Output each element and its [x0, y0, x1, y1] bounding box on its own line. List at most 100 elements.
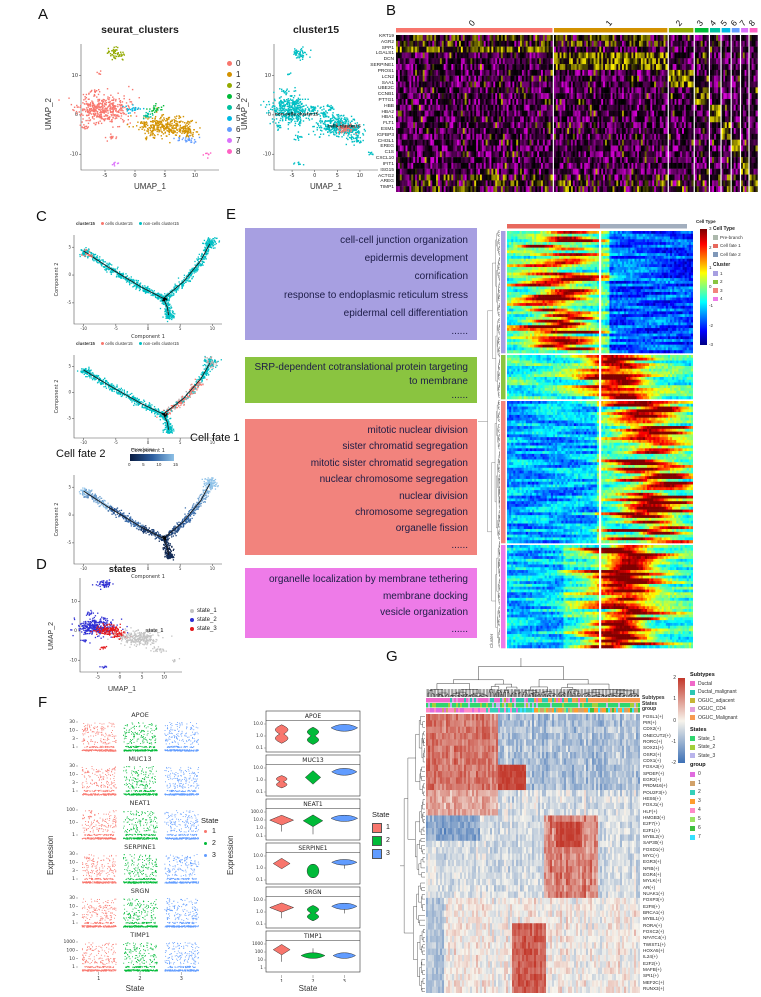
legend-label: State_1: [698, 735, 716, 742]
go-term-more: ......: [451, 539, 468, 551]
legend-swatch: [690, 689, 695, 695]
states-umap-xlabel: UMAP_1: [107, 686, 136, 693]
legend-item-cluster-5: 5: [227, 113, 240, 124]
g-colorbar-tick: 2: [673, 675, 676, 681]
states-umap-title: states: [108, 564, 137, 575]
legend-title: group: [690, 762, 706, 768]
legend-label: Ductal_malignant: [698, 689, 737, 696]
panel-label-e: E: [226, 206, 237, 223]
gene-label-AGR2: AGR2: [380, 39, 394, 45]
cluster-color-swatch: [227, 105, 232, 110]
legend-item-2: 2: [690, 788, 706, 797]
legend-swatch: [713, 296, 718, 301]
state-label: state_3: [197, 625, 217, 632]
umap-seurat-ylabel: UMAP_2: [44, 97, 53, 130]
legend-title: Cluster: [713, 262, 731, 268]
umap-seurat-legend: 0 1 2 3 4 5 6 7 8: [227, 58, 240, 157]
legend-item-state_1: state_1: [190, 606, 217, 615]
legend-swatch: [713, 271, 718, 276]
legend-swatch: [690, 825, 695, 831]
regulon-label-OSR2(+): OSR2(+): [643, 751, 662, 757]
cluster-color-swatch: [227, 94, 232, 99]
legend-swatch: [690, 706, 695, 712]
panel-label-g: G: [386, 648, 398, 665]
regulon-label-FOXD1(+): FOXD1(+): [643, 846, 665, 852]
gene-label-AREG: AREG: [380, 179, 394, 185]
gene-label-HBA2: HBA2: [381, 109, 394, 115]
umap-cluster15-title: cluster15: [292, 24, 340, 36]
regulon-heatmap-canvas: [426, 714, 640, 993]
legend-label: 1: [698, 780, 701, 786]
branched-heatmap-dendrogram: [478, 230, 500, 648]
umap-annotation-0: non-cells cluster15: [274, 112, 319, 118]
g-colorbar-tick: -1: [671, 738, 676, 745]
pseudotime-tick: 10: [156, 462, 162, 467]
legend-item-cluster-4: 4: [227, 102, 240, 113]
trajectory-legend-dot: [138, 222, 142, 225]
trajectory-legend-label: non-cells cluster15: [143, 221, 179, 226]
pseudotime-tick: 0: [128, 462, 131, 467]
regulon-label-POU2F3(+): POU2F3(+): [643, 789, 667, 795]
go-box-cluster2: SRP-dependent cotranslational protein ta…: [245, 357, 477, 403]
violin-legend-swatch: [372, 835, 382, 846]
regulon-label-HLF(+): HLF(+): [643, 808, 658, 814]
trajectory-legend-dot: [138, 342, 142, 345]
legend-swatch: [690, 736, 695, 742]
regulon-heatmap-colorbar: [678, 678, 685, 763]
annotation-label-subtypes: Subtypes: [642, 695, 665, 701]
regulon-label-MYBL1(+): MYBL1(+): [643, 916, 664, 922]
colorbar-tick: 0: [709, 283, 712, 289]
go-term: membrane docking: [382, 590, 468, 602]
legend-label: OGUC_Malignant: [698, 714, 738, 721]
branched-heatmap-canvas: [501, 224, 693, 650]
branched-heatmap-colorbar: [700, 229, 707, 345]
legend-label: 3: [698, 798, 701, 804]
legend-label: 0: [698, 771, 701, 777]
regulon-label-HES6(+): HES6(+): [643, 795, 661, 801]
violin-expression-canvas: [242, 710, 364, 982]
gene-label-KRT19: KRT19: [379, 34, 394, 39]
states-umap-annotation: state_1: [146, 628, 164, 634]
legend-label: 4: [698, 807, 701, 813]
legend-swatch: [690, 715, 695, 721]
go-term-more: ......: [451, 390, 468, 402]
cluster-label: 5: [236, 114, 241, 123]
legend-label: Ductal: [698, 680, 713, 687]
trajectory-legend-item: cells cluster15: [100, 341, 133, 346]
jitter-legend-item-3: 3: [201, 849, 219, 861]
states-legend: States State_1 State_2 State_3: [690, 727, 715, 760]
regulon-label-FOXC2(+): FOXC2(+): [643, 929, 665, 935]
legend-swatch: [690, 834, 695, 840]
gene-label-SPP1: SPP1: [381, 45, 394, 51]
regulon-label-FOSL1(+): FOSL1(+): [643, 713, 664, 719]
colorbar-tick: -1: [709, 303, 714, 309]
umap-cluster15-xlabel: UMAP_1: [309, 182, 342, 191]
cluster-label: 2: [236, 81, 241, 90]
heatmap-cluster-number-7: 7: [736, 17, 748, 28]
regulon-label-MYBL2(+): MYBL2(+): [643, 833, 664, 839]
regulon-label-FOXP3(+): FOXP3(+): [643, 897, 664, 903]
legend-swatch: [690, 744, 695, 750]
trajectory-legend-item: non-cells cluster15: [138, 341, 179, 346]
legend-label: 1: [720, 270, 723, 276]
gene-label-EREG: EREG: [380, 144, 394, 150]
regulon-label-RORC(+): RORC(+): [643, 738, 663, 744]
gene-label-SAA1: SAA1: [381, 80, 394, 86]
heatmap-cluster-number-4: 4: [707, 17, 719, 28]
legend-swatch: [690, 771, 695, 777]
trajectory2-legend: cluster15 cells cluster15 non-cells cluste…: [76, 341, 179, 346]
colorbar-tick: 2: [709, 245, 712, 251]
gene-label-CHI3L1: CHI3L1: [377, 138, 394, 144]
legend-label: OGUC_CD4: [698, 706, 726, 713]
gene-label-DCN: DCN: [383, 57, 394, 63]
cell-fate1-caption: Cell fate 1: [190, 432, 240, 444]
heatmap-cluster-number-3: 3: [694, 17, 705, 28]
legend-label: State_3: [698, 752, 716, 759]
go-box-cluster1: cell-cell junction organization epidermis…: [245, 228, 477, 340]
cluster-label: 1: [236, 70, 241, 79]
heatmap-cluster-number-2: 2: [673, 17, 685, 28]
legend-swatch: [713, 288, 718, 293]
cluster-color-swatch: [227, 72, 232, 77]
celltype-legend: Cell Type Pre-branch Cell fate 1 Cell fate …: [713, 226, 743, 259]
legend-item-3: 3: [713, 286, 730, 295]
